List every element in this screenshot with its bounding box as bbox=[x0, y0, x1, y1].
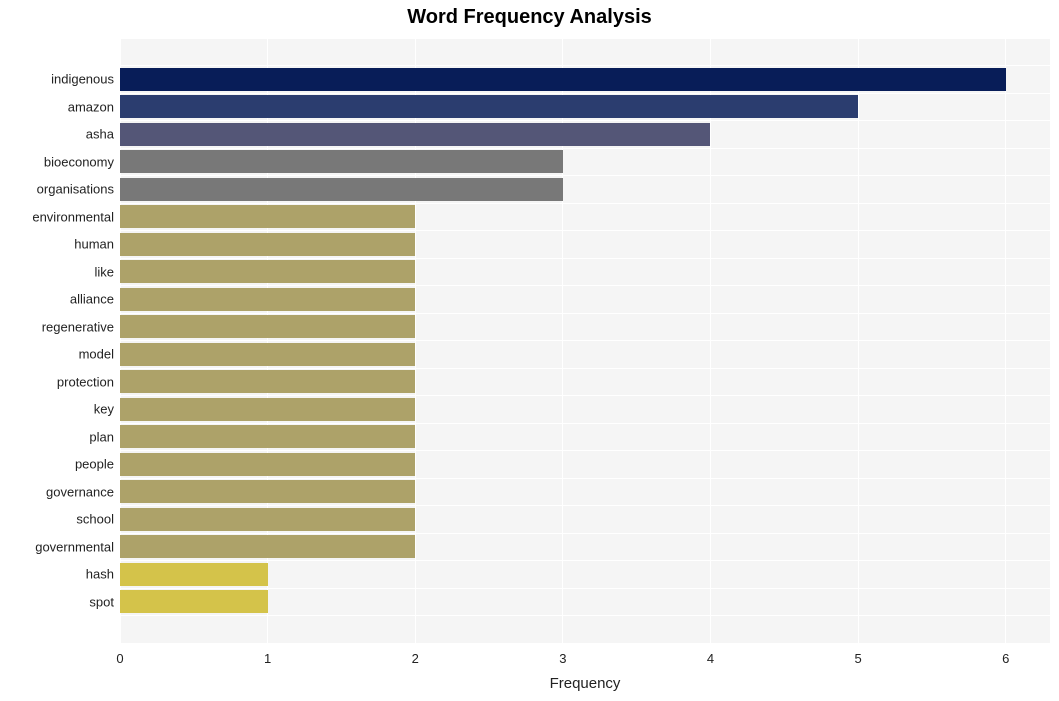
x-tick-label: 3 bbox=[559, 651, 566, 666]
word-frequency-chart: Word Frequency Analysis 0123456indigenou… bbox=[0, 0, 1059, 701]
y-tick-label: environmental bbox=[32, 209, 114, 224]
y-tick-label: like bbox=[94, 264, 114, 279]
x-axis-label: Frequency bbox=[550, 675, 621, 692]
y-tick-label: key bbox=[94, 402, 114, 417]
gridline-horizontal bbox=[120, 148, 1050, 149]
y-tick-label: bioeconomy bbox=[44, 154, 114, 169]
x-tick-label: 2 bbox=[412, 651, 419, 666]
bar bbox=[120, 123, 710, 146]
bar bbox=[120, 370, 415, 393]
bar bbox=[120, 205, 415, 228]
gridline-horizontal bbox=[120, 588, 1050, 589]
gridline-horizontal bbox=[120, 230, 1050, 231]
x-tick-label: 4 bbox=[707, 651, 714, 666]
y-tick-label: plan bbox=[89, 429, 114, 444]
gridline-horizontal bbox=[120, 203, 1050, 204]
bar bbox=[120, 398, 415, 421]
y-tick-label: hash bbox=[86, 567, 114, 582]
gridline-horizontal bbox=[120, 65, 1050, 66]
y-tick-label: spot bbox=[89, 594, 114, 609]
bar bbox=[120, 233, 415, 256]
gridline-horizontal bbox=[120, 615, 1050, 616]
gridline-horizontal bbox=[120, 120, 1050, 121]
gridline-horizontal bbox=[120, 450, 1050, 451]
gridline-horizontal bbox=[120, 533, 1050, 534]
x-tick-label: 0 bbox=[116, 651, 123, 666]
bar bbox=[120, 563, 268, 586]
x-tick-label: 6 bbox=[1002, 651, 1009, 666]
bar bbox=[120, 315, 415, 338]
x-tick-label: 1 bbox=[264, 651, 271, 666]
bar bbox=[120, 508, 415, 531]
y-tick-label: human bbox=[74, 237, 114, 252]
x-tick-label: 5 bbox=[854, 651, 861, 666]
y-tick-label: model bbox=[79, 347, 114, 362]
gridline-horizontal bbox=[120, 368, 1050, 369]
gridline-horizontal bbox=[120, 340, 1050, 341]
gridline-horizontal bbox=[120, 258, 1050, 259]
gridline-horizontal bbox=[120, 175, 1050, 176]
gridline-horizontal bbox=[120, 423, 1050, 424]
y-tick-label: asha bbox=[86, 127, 114, 142]
bar bbox=[120, 178, 563, 201]
y-tick-label: school bbox=[76, 512, 114, 527]
bar bbox=[120, 95, 858, 118]
bar bbox=[120, 453, 415, 476]
gridline-horizontal bbox=[120, 395, 1050, 396]
plot-background bbox=[120, 38, 1050, 643]
y-tick-label: organisations bbox=[37, 182, 114, 197]
gridline-horizontal bbox=[120, 285, 1050, 286]
y-tick-label: alliance bbox=[70, 292, 114, 307]
bar bbox=[120, 68, 1006, 91]
y-tick-label: governance bbox=[46, 484, 114, 499]
gridline-horizontal bbox=[120, 643, 1050, 644]
gridline-horizontal bbox=[120, 505, 1050, 506]
bar bbox=[120, 480, 415, 503]
gridline-horizontal bbox=[120, 313, 1050, 314]
gridline-horizontal bbox=[120, 478, 1050, 479]
y-tick-label: governmental bbox=[35, 539, 114, 554]
bar bbox=[120, 150, 563, 173]
bar bbox=[120, 425, 415, 448]
bar bbox=[120, 535, 415, 558]
y-tick-label: amazon bbox=[68, 99, 114, 114]
gridline-horizontal bbox=[120, 93, 1050, 94]
y-tick-label: regenerative bbox=[42, 319, 114, 334]
gridline-horizontal bbox=[120, 38, 1050, 39]
plot-area: 0123456indigenousamazonashabioeconomyorg… bbox=[120, 38, 1050, 643]
y-tick-label: people bbox=[75, 457, 114, 472]
bar bbox=[120, 260, 415, 283]
bar bbox=[120, 288, 415, 311]
gridline-horizontal bbox=[120, 560, 1050, 561]
chart-title: Word Frequency Analysis bbox=[0, 6, 1059, 29]
y-tick-label: protection bbox=[57, 374, 114, 389]
y-tick-label: indigenous bbox=[51, 72, 114, 87]
bar bbox=[120, 590, 268, 613]
bar bbox=[120, 343, 415, 366]
